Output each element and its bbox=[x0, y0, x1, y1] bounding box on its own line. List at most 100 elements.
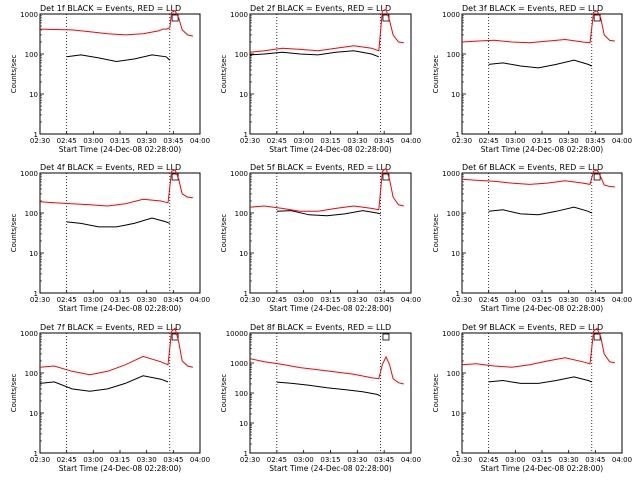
x-tick-label: 03:00 bbox=[294, 137, 314, 145]
plot-frame bbox=[39, 332, 201, 454]
plot-frame bbox=[461, 13, 623, 135]
x-tick-label: 02:30 bbox=[452, 296, 472, 304]
panel-det-5: Det 5f BLACK = Events, RED = LLD 02:30 02:… bbox=[220, 163, 421, 313]
x-tick-label: 03:30 bbox=[347, 137, 367, 145]
y-tick-label: 1000 bbox=[20, 11, 38, 19]
y-tick-label: 10 bbox=[29, 91, 38, 99]
marker-box bbox=[593, 333, 601, 341]
panel-det-6: Det 6f BLACK = Events, RED = LLD 02:30 02:… bbox=[432, 163, 632, 313]
chart-title: Det 2f BLACK = Events, RED = LLD bbox=[250, 4, 391, 13]
y-axis-label: Counts/sec bbox=[432, 214, 440, 253]
x-tick-label: 02:45 bbox=[267, 137, 287, 145]
x-tick-label: 04:00 bbox=[401, 137, 421, 145]
y-axis-label: Counts/sec bbox=[220, 374, 228, 413]
y-axis-label: Counts/sec bbox=[10, 55, 18, 94]
y-tick-label: 1 bbox=[456, 131, 460, 139]
y-tick-label: 1 bbox=[456, 450, 460, 458]
y-tick-label: 10 bbox=[239, 91, 248, 99]
x-tick-label: 03:15 bbox=[320, 137, 340, 145]
series-lld-line bbox=[461, 327, 615, 368]
chart-title: Det 6f BLACK = Events, RED = LLD bbox=[462, 163, 603, 172]
x-tick-label: 03:45 bbox=[585, 137, 605, 145]
y-tick-label: 100 bbox=[25, 370, 38, 378]
x-axis-label: Start Time (24-Dec-08 02:28:00) bbox=[269, 464, 391, 473]
series-events-line bbox=[488, 206, 593, 216]
y-tick-label: 100 bbox=[447, 210, 460, 218]
x-tick-label: 03:45 bbox=[163, 137, 183, 145]
x-tick-label: 03:45 bbox=[374, 456, 394, 464]
x-tick-label: 03:30 bbox=[347, 456, 367, 464]
y-tick-label: 1 bbox=[456, 290, 460, 298]
panel-det-4: Det 4f BLACK = Events, RED = LLD 02:30 02:… bbox=[10, 163, 210, 313]
x-axis-label: Start Time (24-Dec-08 02:28:00) bbox=[59, 145, 181, 154]
x-tick-label: 03:15 bbox=[320, 296, 340, 304]
x-tick-label: 02:45 bbox=[57, 137, 77, 145]
plot-frame bbox=[461, 172, 623, 294]
series-lld-line bbox=[461, 169, 615, 188]
y-tick-label: 100 bbox=[235, 210, 248, 218]
x-tick-label: 03:15 bbox=[532, 137, 552, 145]
x-tick-label: 03:00 bbox=[83, 456, 103, 464]
panel-det-9: Det 9f BLACK = Events, RED = LLD 02:30 02:… bbox=[432, 323, 632, 473]
y-tick-label: 10 bbox=[239, 420, 248, 428]
plot-frame bbox=[249, 172, 412, 294]
x-tick-label: 04:00 bbox=[401, 296, 421, 304]
x-tick-label: 04:00 bbox=[612, 296, 632, 304]
y-tick-label: 10 bbox=[451, 250, 460, 258]
x-tick-label: 02:30 bbox=[240, 137, 260, 145]
x-tick-label: 02:45 bbox=[479, 456, 499, 464]
panel-det-3: Det 3f BLACK = Events, RED = LLD 02:30 02:… bbox=[432, 4, 632, 154]
x-tick-label: 04:00 bbox=[612, 456, 632, 464]
x-tick-label: 02:45 bbox=[267, 456, 287, 464]
marker-box bbox=[593, 14, 601, 22]
series-lld-line bbox=[249, 167, 404, 212]
x-tick-label: 03:30 bbox=[559, 456, 579, 464]
x-tick-label: 02:30 bbox=[240, 456, 260, 464]
y-tick-label: 100 bbox=[447, 370, 460, 378]
series-lld-line bbox=[39, 169, 193, 207]
x-tick-label: 02:30 bbox=[30, 456, 50, 464]
x-tick-label: 03:00 bbox=[505, 296, 525, 304]
x-tick-label: 02:30 bbox=[452, 456, 472, 464]
x-tick-label: 04:00 bbox=[612, 137, 632, 145]
x-tick-label: 03:00 bbox=[83, 296, 103, 304]
x-tick-label: 03:00 bbox=[294, 296, 314, 304]
series-lld-line bbox=[39, 327, 194, 376]
x-tick-label: 03:15 bbox=[110, 296, 130, 304]
series-events-line bbox=[488, 59, 593, 69]
y-tick-label: 1000 bbox=[20, 170, 38, 178]
y-tick-label: 100 bbox=[235, 390, 248, 398]
chart-title: Det 4f BLACK = Events, RED = LLD bbox=[40, 163, 181, 172]
marker-box bbox=[593, 173, 601, 181]
marker-box bbox=[382, 333, 390, 341]
x-tick-label: 03:15 bbox=[532, 456, 552, 464]
x-tick-label: 02:30 bbox=[30, 296, 50, 304]
marker-box bbox=[171, 333, 179, 341]
series-events-line bbox=[488, 376, 592, 384]
y-tick-label: 1000 bbox=[442, 11, 460, 19]
y-tick-label: 100 bbox=[235, 51, 248, 59]
chart-title: Det 1f BLACK = Events, RED = LLD bbox=[40, 4, 181, 13]
y-tick-label: 10000 bbox=[226, 330, 248, 338]
x-tick-label: 04:00 bbox=[190, 137, 210, 145]
x-tick-label: 03:30 bbox=[137, 456, 157, 464]
y-tick-label: 1000 bbox=[230, 360, 248, 368]
chart-title: Det 3f BLACK = Events, RED = LLD bbox=[462, 4, 603, 13]
series-events-line bbox=[66, 217, 170, 228]
x-axis-label: Start Time (24-Dec-08 02:28:00) bbox=[59, 304, 181, 313]
panel-det-1: Det 1f BLACK = Events, RED = LLD 02:30 02:… bbox=[10, 4, 210, 154]
series-events-line bbox=[249, 50, 379, 58]
x-tick-label: 03:45 bbox=[585, 296, 605, 304]
x-tick-label: 03:30 bbox=[137, 296, 157, 304]
x-tick-label: 04:00 bbox=[401, 456, 421, 464]
y-tick-label: 1000 bbox=[442, 170, 460, 178]
marker-box bbox=[171, 14, 179, 22]
x-tick-label: 02:45 bbox=[57, 296, 77, 304]
x-axis-label: Start Time (24-Dec-08 02:28:00) bbox=[59, 464, 181, 473]
x-axis-label: Start Time (24-Dec-08 02:28:00) bbox=[269, 145, 391, 154]
x-tick-label: 03:30 bbox=[559, 137, 579, 145]
y-tick-label: 1000 bbox=[230, 11, 248, 19]
x-tick-label: 02:30 bbox=[452, 137, 472, 145]
panel-det-7: Det 7f BLACK = Events, RED = LLD 02:30 02:… bbox=[10, 323, 210, 473]
y-tick-label: 100 bbox=[25, 210, 38, 218]
